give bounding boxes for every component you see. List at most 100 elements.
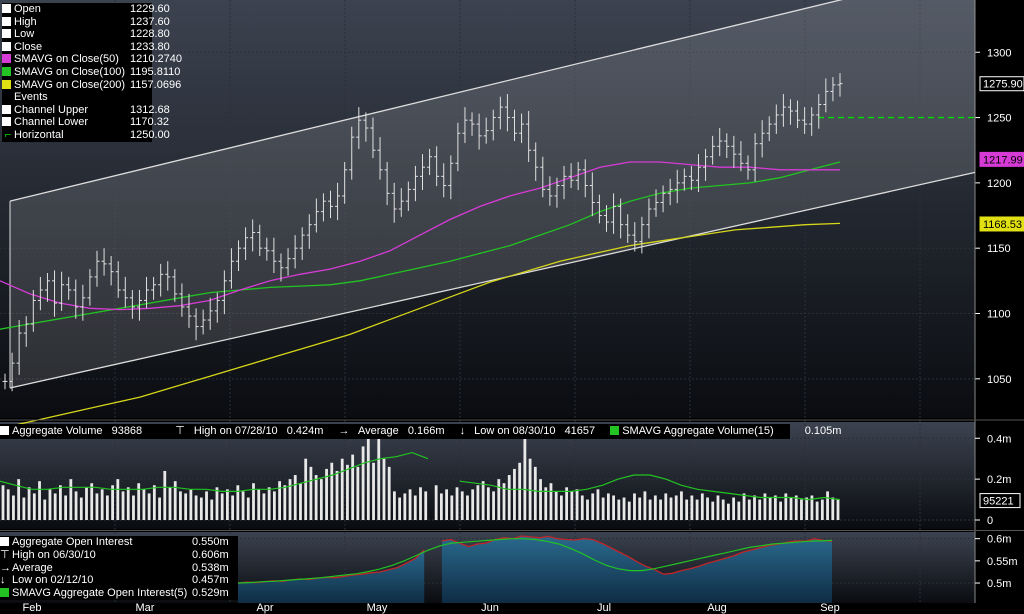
price-legend-row: Open 1229.60: [2, 3, 170, 16]
low-marker-icon: ↓: [0, 574, 6, 587]
volume-bar: [575, 489, 579, 520]
volume-bar: [638, 497, 642, 520]
volume-bar: [382, 458, 386, 520]
volume-bar: [601, 497, 605, 520]
agg-volume-label: Aggregate Volume: [12, 425, 103, 437]
legend-label: High: [14, 15, 37, 28]
channel-upper-line: [9, 0, 843, 202]
legend-label: SMAVG on Close(100): [14, 65, 126, 78]
volume-bar: [152, 485, 156, 520]
volume-average-label: Average: [357, 425, 399, 437]
volume-bar: [820, 499, 824, 520]
volume-bar: [471, 489, 475, 520]
volume-bar: [283, 485, 287, 520]
volume-bar: [476, 485, 480, 520]
volume-bar: [492, 491, 495, 520]
volume-bar: [393, 491, 396, 520]
volume-bar: [680, 491, 683, 520]
oi-legend-value: 0.538m: [192, 561, 229, 574]
volume-bar: [633, 493, 636, 520]
volume-bar: [747, 499, 751, 520]
volume-bar: [554, 491, 558, 520]
volume-bar: [653, 495, 657, 520]
volume-bar: [43, 499, 47, 520]
volume-bar: [533, 466, 537, 520]
volume-bar: [565, 487, 569, 520]
volume-bar: [539, 479, 542, 520]
price-tick-label: 1250: [987, 113, 1011, 125]
volume-bar: [434, 485, 438, 520]
legend-label: Low: [14, 28, 35, 41]
x-tick-label: Sep: [820, 602, 840, 614]
volume-sma-label: SMAVG Aggregate Volume(15): [622, 425, 774, 437]
high-marker-icon: ⊤: [0, 548, 10, 561]
horizontal-line-icon: ⌐: [4, 128, 12, 141]
volume-bar: [199, 497, 203, 520]
volume-bar: [727, 503, 730, 520]
sma200-line: [0, 222, 841, 430]
oi-legend-value: 0.529m: [192, 587, 229, 600]
legend-swatch-icon: [2, 54, 11, 64]
legend-value: 1157.0696: [130, 78, 182, 91]
square-icon: [0, 426, 9, 435]
volume-bar: [455, 487, 459, 520]
price-legend-row: Events: [2, 91, 152, 104]
volume-bar: [32, 493, 36, 520]
legend-value: 1312.68: [130, 103, 170, 116]
volume-tick-label: 0.2m: [987, 474, 1011, 486]
price-legend-row: Channel Lower 1170.32: [2, 116, 169, 129]
volume-bar: [340, 458, 344, 520]
volume-bar: [513, 468, 516, 520]
volume-bar: [366, 438, 370, 520]
volume-bar: [163, 470, 167, 520]
volume-bar: [132, 495, 135, 520]
oi-legend-label: SMAVG Aggregate Open Interest(5): [12, 587, 188, 600]
oi-edge-right: [441, 535, 833, 575]
volume-bar: [319, 479, 323, 520]
volume-average-value: 0.166m: [407, 425, 445, 437]
price-tag-box: [979, 151, 1024, 167]
oi-legend-label: High on 06/30/10: [12, 548, 96, 561]
volume-bar: [100, 489, 104, 520]
legend-value: 1233.80: [130, 40, 170, 53]
volume-bar: [398, 497, 402, 520]
price-tag-box: [979, 216, 1024, 232]
volume-bar: [90, 483, 94, 520]
x-tick-label: Mar: [136, 602, 155, 614]
volume-bar: [69, 479, 73, 520]
legend-swatch-icon: [2, 29, 11, 39]
price-tag-box: [979, 76, 1024, 92]
oi-legend-row: SMAVG Aggregate Open Interest(5) 0.529m: [0, 587, 238, 600]
channel-lower-line: [9, 171, 976, 389]
oi-tick-label: 0.55m: [987, 556, 1018, 568]
price-legend-row: SMAVG on Close(100) 1195.8110: [2, 65, 180, 79]
volume-bar: [1, 485, 5, 520]
price-tick-label: 1100: [987, 309, 1011, 321]
price-legend-row: Close 1233.80: [2, 41, 170, 54]
price-tick-label: 1300: [987, 47, 1011, 59]
volume-bar: [706, 497, 709, 520]
volume-bar: [753, 495, 756, 520]
volume-bar: [241, 491, 245, 520]
volume-bar: [826, 491, 829, 520]
legend-swatch-icon: [2, 4, 11, 13]
legend-value: 1250.00: [130, 128, 170, 141]
volume-tick-label: 0.4m: [987, 433, 1011, 445]
volume-bar: [314, 475, 318, 520]
volume-bar: [158, 497, 161, 520]
oi-area-right: [441, 536, 832, 603]
price-legend: Open 1229.60 High 1237.60 Low 1228.80 Close 123…: [2, 3, 182, 142]
volume-bar: [356, 466, 360, 520]
volume-bar: [309, 466, 313, 520]
volume-bar: [53, 493, 57, 520]
volume-bar: [147, 493, 151, 520]
volume-sma-value: 0.105m: [804, 425, 842, 437]
price-legend-row: SMAVG on Close(200) 1157.0696: [2, 79, 181, 92]
volume-bar: [220, 493, 224, 520]
volume-bar: [142, 489, 146, 520]
green-square-icon: [610, 426, 620, 435]
volume-bar: [299, 483, 302, 520]
green-square-icon: [0, 588, 9, 598]
volume-bar: [293, 475, 297, 520]
volume-bar: [450, 495, 454, 520]
